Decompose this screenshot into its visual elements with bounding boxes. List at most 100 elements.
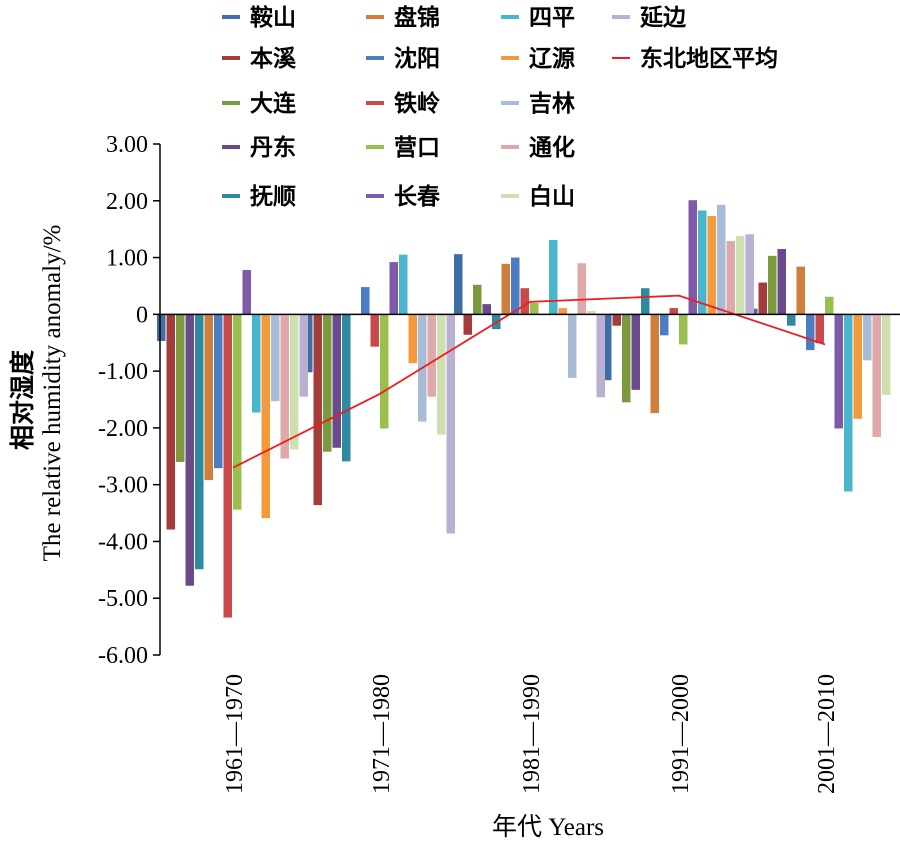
bar	[679, 314, 688, 345]
bar	[806, 314, 815, 351]
bar	[631, 314, 640, 390]
legend-swatch	[366, 15, 384, 19]
bar	[872, 314, 881, 437]
bar	[482, 304, 491, 315]
legend-label: 本溪	[250, 46, 297, 72]
y-tick-label: -1.00	[98, 359, 148, 385]
bar	[427, 314, 436, 397]
bar	[758, 282, 767, 315]
bar	[342, 314, 351, 462]
legend-swatch	[501, 194, 519, 198]
legend-label: 四平	[529, 5, 575, 31]
bar	[568, 314, 577, 378]
bar	[437, 314, 446, 435]
bar	[726, 241, 735, 315]
bar	[290, 314, 299, 450]
legend-swatch	[366, 56, 384, 60]
bar	[520, 288, 529, 315]
average-line-layer	[232, 294, 826, 469]
legend-label: 丹东	[250, 134, 296, 161]
bar	[622, 314, 631, 403]
y-tick-label: -6.00	[98, 643, 148, 669]
legend-label: 长春	[394, 184, 441, 210]
bar	[323, 314, 332, 452]
bar	[501, 263, 510, 315]
bar	[698, 210, 707, 315]
bar	[863, 314, 872, 361]
legend-swatch	[222, 194, 240, 198]
bar	[454, 254, 463, 315]
bar	[717, 204, 726, 315]
x-tick-labels: 1961—1970 1971—1980 1981—1990 1991—2000 2001…	[222, 674, 840, 794]
legend-swatch	[222, 101, 240, 105]
y-tick-label: 0	[136, 302, 148, 328]
bar	[195, 314, 204, 570]
bar	[882, 314, 891, 395]
x-tick-label: 2001—2010	[814, 674, 840, 794]
bar	[768, 255, 777, 315]
bar	[530, 302, 539, 315]
bar	[280, 314, 289, 459]
legend-swatch	[501, 15, 519, 19]
x-axis-label: 年代 Years	[492, 813, 604, 841]
legend-label: 营口	[394, 135, 440, 161]
bar	[408, 314, 417, 364]
legend-label: 东北地区平均	[640, 45, 778, 72]
y-ticks: 3.00 2.00 1.00 0 -1.00 -2.00 -3.00 -4.00 -5.00 -6…	[98, 132, 160, 669]
bar	[389, 262, 398, 315]
x-tick-label: 1971—1980	[369, 674, 395, 794]
bar	[844, 314, 853, 492]
legend-label: 吉林	[529, 90, 575, 117]
bar	[361, 287, 370, 315]
legend-label: 白山	[529, 183, 575, 210]
bar	[558, 308, 567, 315]
legend-swatch	[366, 101, 384, 105]
bar	[271, 314, 280, 402]
bar	[603, 314, 612, 381]
bar	[787, 314, 796, 326]
bar	[223, 314, 232, 618]
y-tick-label: 3.00	[106, 132, 148, 158]
bar	[834, 314, 843, 429]
average-line	[232, 294, 826, 469]
bar	[825, 296, 834, 315]
bar	[745, 234, 754, 315]
x-tick-label: 1991—2000	[668, 674, 694, 794]
x-tick-label: 1961—1970	[222, 674, 248, 794]
bar	[242, 270, 251, 315]
bar	[380, 314, 389, 429]
legend-label: 沈阳	[394, 46, 440, 72]
x-tick-label: 1981—1990	[519, 674, 545, 794]
legend-swatch	[612, 15, 630, 19]
legend-label: 通化	[529, 134, 575, 161]
legend-swatch	[222, 15, 240, 19]
legend-label: 铁岭	[394, 90, 440, 117]
bar	[641, 288, 650, 315]
legend-label: 辽源	[529, 46, 575, 72]
legend-label: 抚顺	[250, 184, 296, 210]
legend-swatch	[222, 145, 240, 149]
bar	[176, 314, 185, 462]
bars-layer	[157, 200, 891, 618]
legend-swatch	[366, 194, 384, 198]
bar	[304, 314, 313, 373]
bar	[214, 314, 223, 469]
legend-label: 盘锦	[394, 4, 440, 31]
bar	[399, 254, 408, 315]
bar	[332, 314, 341, 448]
bar	[777, 249, 786, 315]
bar	[815, 314, 824, 344]
bar	[796, 266, 805, 315]
y-axis-label-chinese: 相对湿度	[8, 350, 37, 450]
bar	[185, 314, 194, 586]
bar	[853, 314, 862, 419]
legend-label: 延边	[639, 5, 687, 31]
bar	[233, 314, 242, 510]
legend-swatch	[501, 56, 519, 60]
bar	[204, 314, 213, 481]
legend-swatch	[222, 56, 240, 60]
y-axis-label-english: The relative humidity anomaly/%	[39, 225, 66, 562]
bar	[736, 235, 745, 315]
